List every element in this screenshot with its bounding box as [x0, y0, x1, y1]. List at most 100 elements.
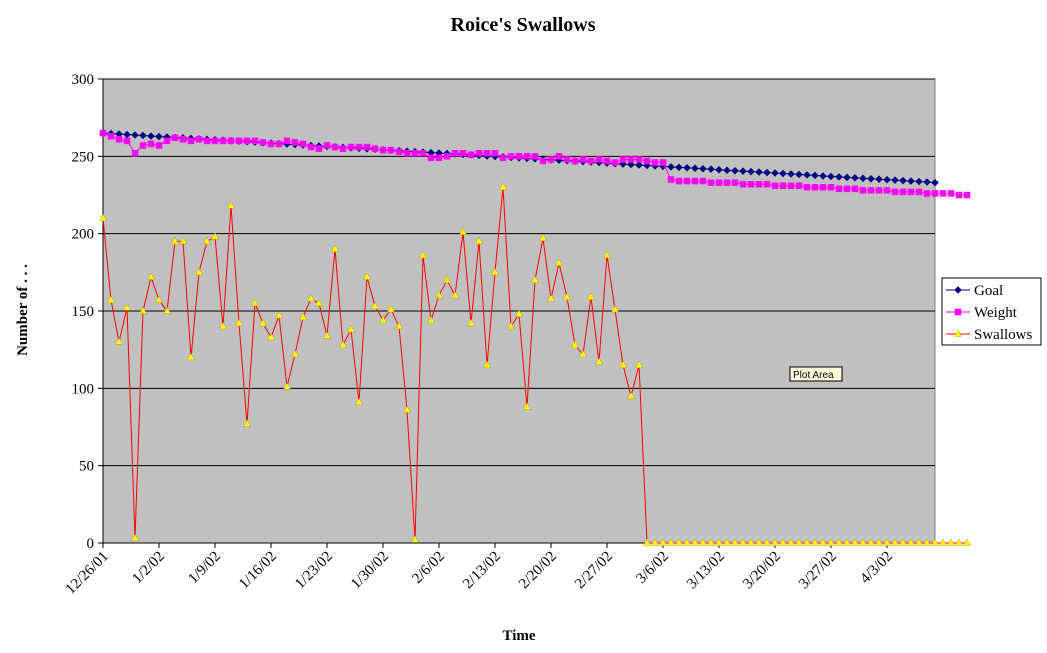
legend-marker-weight: [954, 308, 962, 316]
data-point-swallows: [483, 360, 491, 368]
data-point-swallows: [787, 538, 795, 546]
data-point-weight: [195, 136, 203, 143]
data-point-swallows: [227, 201, 235, 209]
x-tick-label: 2/27/02: [572, 549, 616, 593]
data-point-swallows: [699, 538, 707, 546]
data-point-swallows: [595, 357, 603, 365]
data-point-weight: [331, 143, 339, 151]
data-point-weight: [771, 182, 779, 189]
data-point-weight: [267, 140, 275, 148]
data-point-swallows: [275, 311, 283, 319]
data-point-weight: [459, 149, 467, 157]
data-point-weight: [707, 179, 715, 186]
data-point-weight: [515, 153, 523, 160]
data-point-swallows: [451, 291, 459, 299]
data-point-swallows: [875, 538, 883, 546]
data-point-swallows: [915, 538, 923, 546]
data-point-swallows: [619, 360, 627, 368]
data-point-weight: [483, 149, 491, 157]
data-point-goal: [627, 160, 635, 169]
chart-title: Roice's Swallows: [451, 14, 596, 36]
data-point-swallows: [883, 538, 891, 546]
data-point-goal: [755, 168, 763, 176]
data-point-goal: [747, 167, 755, 176]
data-point-weight: [435, 154, 443, 162]
data-point-swallows: [371, 301, 379, 310]
data-point-goal: [875, 175, 883, 184]
data-point-swallows: [683, 538, 691, 546]
data-point-weight: [555, 153, 563, 160]
data-point-weight: [531, 153, 539, 160]
data-point-swallows: [851, 538, 859, 546]
legend-item-goal[interactable]: Goal: [946, 283, 1003, 299]
data-point-swallows: [963, 538, 971, 546]
data-point-weight: [851, 185, 859, 193]
data-point-swallows: [107, 295, 115, 303]
data-point-weight: [251, 137, 259, 145]
data-point-swallows: [891, 538, 899, 546]
data-point-swallows: [563, 292, 571, 300]
legend-marker-swallows: [954, 329, 962, 337]
data-point-weight: [683, 177, 691, 185]
data-point-weight: [563, 156, 571, 163]
data-point-goal: [699, 164, 707, 173]
data-point-goal: [667, 162, 675, 171]
data-point-goal: [739, 167, 747, 176]
data-point-weight: [387, 146, 395, 154]
data-point-weight: [355, 143, 363, 151]
data-point-swallows: [299, 312, 307, 320]
data-point-swallows: [859, 538, 867, 546]
data-point-swallows: [235, 318, 243, 327]
data-point-weight: [603, 157, 611, 165]
data-point-goal: [795, 170, 803, 179]
data-point-weight: [779, 182, 787, 189]
data-point-swallows: [283, 382, 291, 390]
data-point-swallows: [947, 538, 955, 546]
data-point-swallows: [843, 538, 851, 546]
data-point-swallows: [411, 535, 419, 543]
data-point-swallows: [179, 236, 187, 245]
data-point-weight: [627, 156, 635, 163]
data-point-swallows: [803, 538, 811, 546]
x-tick-label: 2/20/02: [516, 549, 560, 593]
legend-item-weight[interactable]: Weight: [946, 305, 1018, 321]
data-point-swallows: [419, 250, 427, 259]
data-point-weight: [571, 157, 579, 165]
data-point-swallows: [819, 538, 827, 546]
legend-item-swallows[interactable]: Swallows: [946, 327, 1033, 343]
data-point-goal: [899, 176, 907, 185]
data-point-goal: [891, 176, 899, 185]
plot-area-tooltip-text: Plot Area: [793, 370, 834, 381]
data-point-swallows: [515, 309, 523, 317]
data-point-swallows: [779, 538, 787, 546]
data-point-weight: [523, 153, 531, 160]
data-point-swallows: [715, 538, 723, 546]
data-point-weight: [403, 149, 411, 157]
data-point-swallows: [211, 232, 219, 240]
data-point-weight: [939, 190, 947, 197]
x-tick-label: 3/6/02: [633, 549, 671, 587]
data-point-swallows: [347, 325, 355, 333]
data-point-swallows: [931, 538, 939, 546]
data-point-goal: [723, 166, 731, 175]
data-point-weight: [155, 142, 163, 149]
data-point-weight: [259, 139, 267, 146]
data-point-swallows: [163, 306, 171, 314]
data-point-goal: [155, 132, 163, 141]
data-point-goal: [931, 178, 939, 187]
data-point-goal: [131, 131, 139, 139]
data-point-weight: [219, 137, 227, 145]
data-point-weight: [299, 140, 307, 148]
legend-label-goal: Goal: [974, 283, 1003, 299]
data-point-swallows: [907, 538, 915, 546]
data-point-swallows: [547, 294, 555, 302]
data-point-swallows: [219, 321, 227, 330]
data-point-swallows: [667, 538, 675, 546]
data-point-weight: [635, 156, 643, 163]
data-point-swallows: [747, 538, 755, 546]
legend[interactable]: Goal Weight Swallows: [941, 277, 1042, 346]
x-axis-title: Time: [502, 628, 535, 644]
data-point-swallows: [579, 349, 587, 358]
data-point-weight: [763, 180, 771, 188]
data-point-weight: [587, 157, 595, 165]
